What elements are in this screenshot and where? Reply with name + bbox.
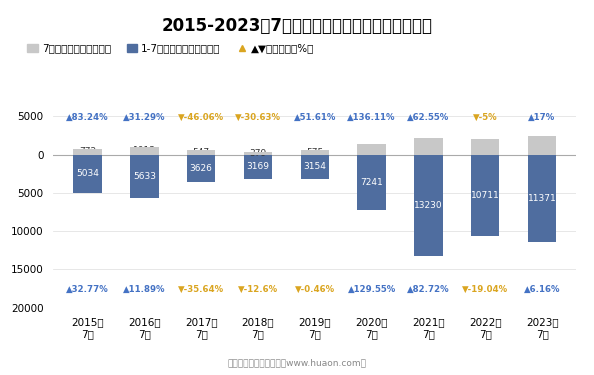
- Text: 10711: 10711: [471, 191, 500, 200]
- Text: ▼-30.63%: ▼-30.63%: [235, 113, 281, 122]
- Bar: [471, 138, 500, 154]
- Bar: [301, 154, 329, 178]
- Bar: [414, 138, 443, 154]
- Text: 3154: 3154: [304, 162, 326, 171]
- Text: 1013: 1013: [133, 146, 156, 155]
- Text: ▼-12.6%: ▼-12.6%: [238, 285, 278, 294]
- Text: ▲62.55%: ▲62.55%: [407, 113, 450, 122]
- Text: ▼-35.64%: ▼-35.64%: [178, 285, 225, 294]
- Text: 5034: 5034: [76, 169, 99, 178]
- Text: ▲6.16%: ▲6.16%: [524, 285, 560, 294]
- Bar: [73, 154, 102, 193]
- Text: ▲31.29%: ▲31.29%: [123, 113, 166, 122]
- Text: ▼-19.04%: ▼-19.04%: [462, 285, 508, 294]
- Text: ▲136.11%: ▲136.11%: [347, 113, 396, 122]
- Text: 3626: 3626: [189, 164, 213, 173]
- Text: 2452: 2452: [531, 141, 554, 150]
- Text: 3169: 3169: [247, 162, 270, 171]
- Bar: [187, 154, 216, 182]
- Text: 547: 547: [192, 148, 210, 157]
- Text: ▲11.89%: ▲11.89%: [123, 285, 166, 294]
- Text: ▲82.72%: ▲82.72%: [407, 285, 450, 294]
- Text: ▲83.24%: ▲83.24%: [67, 113, 109, 122]
- Bar: [528, 136, 557, 154]
- Bar: [414, 154, 443, 256]
- Text: 772: 772: [79, 147, 96, 156]
- Text: 379: 379: [249, 148, 267, 158]
- Bar: [244, 154, 272, 179]
- Legend: 7月期货成交量（万手）, 1-7月期货成交量（万手）, ▲▼同比增长（%）: 7月期货成交量（万手）, 1-7月期货成交量（万手）, ▲▼同比增长（%）: [27, 44, 314, 54]
- Text: ▲51.61%: ▲51.61%: [293, 113, 336, 122]
- Bar: [301, 150, 329, 154]
- Text: 11371: 11371: [527, 194, 557, 202]
- Text: 575: 575: [306, 148, 324, 157]
- Text: ▼-0.46%: ▼-0.46%: [295, 285, 335, 294]
- Text: 2206: 2206: [417, 142, 440, 151]
- Text: ▲17%: ▲17%: [529, 113, 556, 122]
- Bar: [528, 154, 557, 242]
- Text: 2015-2023年7月大连商品交易所豆油期货成交量: 2015-2023年7月大连商品交易所豆油期货成交量: [162, 17, 432, 35]
- Bar: [471, 154, 500, 237]
- Bar: [73, 148, 102, 154]
- Text: ▼-46.06%: ▼-46.06%: [178, 113, 225, 122]
- Bar: [358, 144, 386, 154]
- Text: 制图：华经产业研究院（www.huaon.com）: 制图：华经产业研究院（www.huaon.com）: [228, 358, 366, 368]
- Text: 2096: 2096: [474, 142, 497, 151]
- Text: ▲32.77%: ▲32.77%: [66, 285, 109, 294]
- Text: 5633: 5633: [133, 172, 156, 181]
- Text: ▲129.55%: ▲129.55%: [347, 285, 396, 294]
- Text: 1357: 1357: [360, 145, 383, 154]
- Text: ▼-5%: ▼-5%: [473, 113, 498, 122]
- Text: 7241: 7241: [361, 178, 383, 187]
- Bar: [187, 150, 216, 154]
- Text: 13230: 13230: [414, 201, 443, 210]
- Bar: [358, 154, 386, 210]
- Bar: [130, 147, 159, 154]
- Bar: [244, 152, 272, 154]
- Bar: [130, 154, 159, 198]
